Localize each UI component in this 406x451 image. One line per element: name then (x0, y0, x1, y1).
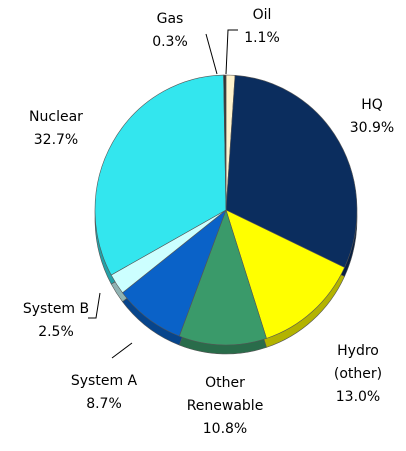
slice-name: Nuclear (29, 109, 83, 125)
slice-name: System B (22, 301, 90, 317)
slice-value: 13.0% (335, 389, 381, 405)
leader-line (205, 33, 218, 75)
leader-line (88, 292, 101, 319)
pie-slice (225, 209, 345, 339)
slice-value: 1.1% (244, 30, 280, 46)
slice-value: 2.5% (38, 324, 74, 340)
leader-line (111, 342, 133, 359)
slice-name: Other Renewable (186, 375, 264, 414)
pie-slice (178, 209, 267, 346)
slice-label: System A 8.7% (59, 370, 149, 416)
slice-label: HQ 30.9% (342, 94, 402, 140)
slice-value: 10.8% (202, 421, 248, 437)
slice-label: System B 2.5% (11, 298, 101, 344)
slice-label: Gas 0.3% (140, 8, 200, 54)
pie-slice (223, 74, 227, 211)
slice-value: 0.3% (152, 34, 188, 50)
slice-name: Gas (156, 11, 184, 27)
slice-label: Hydro (other) 13.0% (328, 340, 388, 409)
slice-value: 8.7% (86, 396, 122, 412)
slice-label: Oil 1.1% (232, 4, 292, 50)
slice-name: System A (70, 373, 138, 389)
pie-slice (225, 75, 358, 268)
leader-lines (88, 29, 238, 359)
slice-label: Other Renewable 10.8% (180, 372, 270, 441)
slice-name: Oil (252, 7, 272, 23)
pie-slice (94, 74, 227, 276)
slice-value: 30.9% (349, 120, 395, 136)
leader-line (225, 29, 238, 75)
slice-name: Hydro (other) (333, 343, 383, 382)
slice-label: Nuclear 32.7% (11, 106, 101, 152)
slice-value: 32.7% (33, 132, 79, 148)
slice-name: HQ (361, 97, 383, 113)
